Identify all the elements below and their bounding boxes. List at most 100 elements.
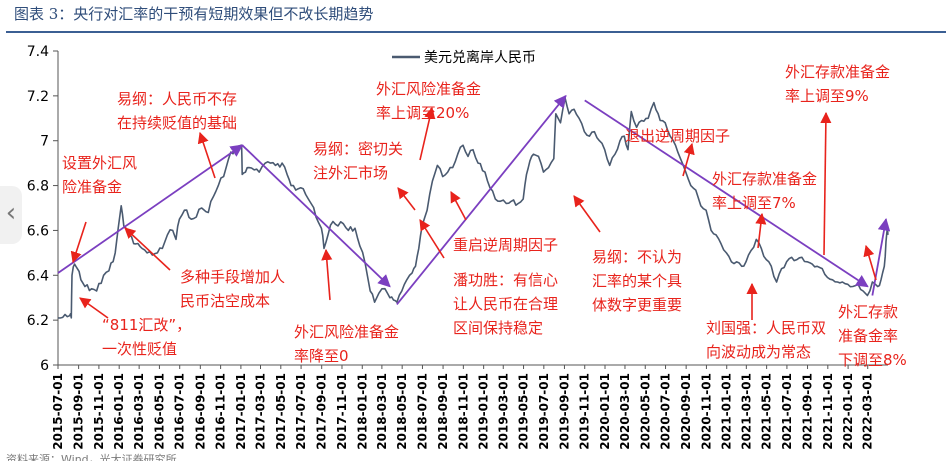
annotation-line: 区间保持稳定: [453, 319, 543, 337]
y-tick-label: 6.8: [27, 179, 49, 195]
trend-arrow: [241, 144, 391, 288]
x-tick-label: 2016-09-01: [193, 373, 207, 450]
annotation: 外汇存款准备金率上调至7%: [712, 170, 817, 212]
x-tick-label: 2018-03-01: [375, 373, 389, 450]
x-tick-label: 2016-01-01: [112, 373, 126, 450]
x-tick-label: 2018-05-01: [395, 373, 409, 450]
annotation: 退出逆周期因子: [625, 127, 730, 145]
y-tick-label: 6.2: [27, 313, 49, 329]
annotation: 多种手段增加人民币沽空成本: [180, 268, 285, 310]
annotation-line: 准备金率: [838, 327, 898, 345]
y-tick-label: 7: [40, 134, 49, 150]
annotation-line: 外汇存款准备金: [785, 63, 890, 81]
annotation-layer: 设置外汇风险准备金 “811汇改”， 一次性贬值 易纲：人民币不存在持续贬值的基础多种…: [62, 63, 907, 369]
figure-title: 图表 3：央行对汇率的干预有短期效果但不改长期趋势: [14, 5, 374, 23]
pointer-arrow: [820, 111, 832, 256]
pointer-arrow: [321, 248, 333, 301]
annotation: 外汇存款准备金率上调至9%: [785, 63, 890, 105]
annotation-line: 潘功胜：有信心: [453, 271, 558, 289]
annotation-line: 设置外汇风: [62, 154, 137, 172]
x-tick-label: 2020-11-01: [699, 373, 713, 450]
annotation-line: 让人民币在合理: [453, 295, 558, 313]
annotation: 外汇存款准备金率下调至8%: [838, 303, 907, 369]
x-tick-label: 2017-11-01: [335, 373, 349, 450]
x-axis: 2015-07-01 2015-09-01 2015-11-01 2016-01-01…: [51, 364, 888, 450]
annotation: “811汇改”， 一次性贬值: [102, 316, 191, 358]
annotation-line: 易纲：不认为: [592, 248, 682, 266]
annotation-line: 率上调至9%: [785, 87, 869, 105]
x-tick-label: 2016-05-01: [152, 373, 166, 450]
pointer-arrow: [70, 221, 87, 264]
pointer-arrow: [863, 244, 877, 281]
annotation-line: 下调至8%: [838, 351, 907, 369]
pointer-arrow-layer: [70, 106, 877, 320]
x-tick-label: 2022-03-01: [861, 373, 875, 450]
x-tick-label: 2019-07-01: [537, 373, 551, 450]
annotation-line: 注外汇市场: [313, 164, 388, 182]
x-tick-label: 2019-11-01: [578, 373, 592, 450]
trend-arrow-layer: [57, 94, 891, 306]
pointer-arrow: [573, 195, 601, 233]
annotation-line: 向波动成为常态: [706, 343, 811, 361]
annotation-line: 易纲：密切关: [313, 140, 403, 158]
x-tick-label: 2021-05-01: [760, 373, 774, 450]
annotation: 重启逆周期因子: [453, 236, 558, 254]
x-tick-label: 2019-05-01: [517, 373, 531, 450]
annotation-line: 外汇存款: [838, 303, 898, 321]
annotation: 易纲：人民币不存在持续贬值的基础: [117, 90, 237, 132]
annotation: 潘功胜：有信心让人民币在合理区间保持稳定: [453, 271, 558, 337]
x-tick-label: 2021-03-01: [739, 373, 753, 450]
annotation-line: 在持续贬值的基础: [117, 114, 237, 132]
y-axis: 6 6.2 6.4 6.6 6.8 7 7.2 7.4: [27, 44, 59, 374]
x-tick-label: 2018-11-01: [456, 373, 470, 450]
x-tick-label: 2020-07-01: [659, 373, 673, 450]
x-tick-label: 2019-09-01: [557, 373, 571, 450]
annotation: 外汇风险准备金率降至0: [294, 323, 399, 365]
annotation: 外汇风险准备金率上调至20%: [376, 80, 481, 122]
annotation-line: 退出逆周期因子: [625, 127, 730, 145]
annotation: 刘国强：人民币双向波动成为常态: [706, 319, 826, 361]
x-tick-label: 2017-01-01: [234, 373, 248, 450]
annotation-line: 多种手段增加人: [180, 268, 285, 286]
annotation-line: 外汇存款准备金: [712, 170, 817, 188]
x-tick-label: 2017-05-01: [274, 373, 288, 450]
annotation-line: 率上调至7%: [712, 194, 796, 212]
pointer-arrow: [124, 227, 171, 271]
x-tick-label: 2017-07-01: [294, 373, 308, 450]
trend-arrow: [871, 217, 891, 296]
annotation-line: 重启逆周期因子: [453, 236, 558, 254]
x-tick-label: 2021-09-01: [801, 373, 815, 450]
pointer-arrow: [755, 212, 767, 249]
pointer-arrow: [397, 187, 416, 211]
x-tick-label: 2022-01-01: [841, 373, 855, 450]
x-tick-label: 2017-03-01: [254, 373, 268, 450]
annotation-line: 率降至0: [294, 347, 349, 365]
annotation-line: 率上调至20%: [376, 104, 469, 122]
annotation-line: 体数字更重要: [592, 296, 682, 314]
x-tick-label: 2015-11-01: [92, 373, 106, 450]
annotation: 设置外汇风险准备金: [62, 154, 137, 196]
x-tick-label: 2019-01-01: [477, 373, 491, 450]
y-tick-label: 6.6: [27, 223, 49, 239]
annotation-line: 汇率的某个具: [592, 272, 682, 290]
x-tick-label: 2017-09-01: [315, 373, 329, 450]
x-tick-label: 2018-01-01: [355, 373, 369, 450]
pointer-arrow: [197, 131, 216, 179]
annotation: 易纲：密切关注外汇市场: [313, 140, 403, 182]
pointer-arrow: [450, 191, 467, 221]
x-tick-label: 2021-11-01: [821, 373, 835, 450]
x-tick-label: 2020-03-01: [618, 373, 632, 450]
chevron-left-icon[interactable]: ‹: [0, 186, 22, 244]
x-tick-label: 2020-01-01: [598, 373, 612, 450]
x-tick-label: 2016-07-01: [173, 373, 187, 450]
x-tick-label: 2019-03-01: [496, 373, 510, 450]
x-tick-label: 2015-07-01: [51, 373, 65, 450]
x-tick-label: 2021-01-01: [720, 373, 734, 450]
annotation-line: 险准备金: [62, 178, 122, 196]
annotation-line: “811汇改”，: [102, 316, 191, 334]
pointer-arrow: [79, 297, 109, 319]
trend-arrow: [584, 99, 869, 288]
series-line-0: [57, 97, 889, 319]
y-tick-label: 7.2: [27, 89, 49, 105]
